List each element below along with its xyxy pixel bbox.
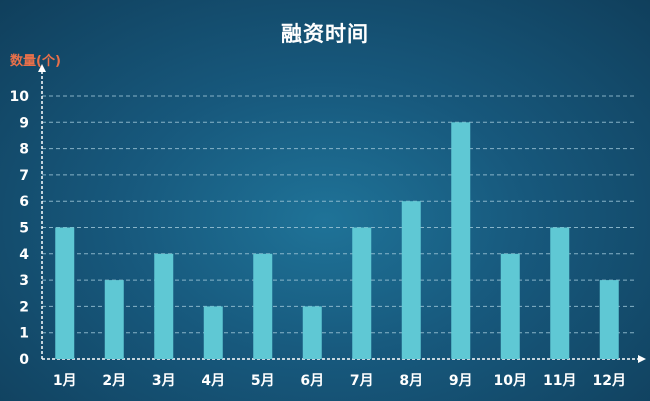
y-tick-label: 1 [19, 326, 29, 342]
x-tick-label: 10月 [494, 373, 527, 389]
bar [104, 280, 124, 359]
x-tick-label: 4月 [201, 373, 225, 389]
y-tick-label: 4 [19, 247, 29, 263]
x-tick-label: 1月 [53, 373, 77, 389]
y-tick-label: 0 [19, 352, 29, 368]
y-axis-arrow-icon [38, 64, 46, 72]
x-tick-label: 5月 [251, 373, 275, 389]
y-tick-label: 10 [10, 89, 30, 105]
y-tick-label: 7 [19, 168, 29, 184]
chart-title: 融资时间 [281, 22, 369, 46]
bar [253, 253, 273, 359]
bar [401, 201, 421, 359]
x-tick-label: 11月 [543, 373, 576, 389]
x-tick-label: 8月 [399, 373, 423, 389]
bar [451, 122, 471, 359]
y-tick-label: 8 [19, 142, 29, 158]
y-axis-label: 数量(个) [10, 54, 61, 69]
y-tick-label: 3 [19, 273, 29, 289]
x-tick-label: 12月 [593, 373, 626, 389]
y-tick-label: 2 [19, 299, 29, 315]
x-tick-label: 3月 [152, 373, 176, 389]
bar [599, 280, 619, 359]
y-tick-label: 6 [19, 194, 29, 210]
bar [302, 306, 322, 359]
x-tick-label: 2月 [102, 373, 126, 389]
y-tick-label: 9 [19, 115, 29, 131]
bar [500, 253, 520, 359]
bar [154, 253, 174, 359]
x-tick-label: 7月 [350, 373, 374, 389]
x-tick-label: 9月 [449, 373, 473, 389]
bar [55, 227, 75, 359]
y-tick-label: 5 [19, 221, 29, 237]
bar [203, 306, 223, 359]
bar [550, 227, 570, 359]
x-tick-label: 6月 [300, 373, 324, 389]
bar [352, 227, 372, 359]
x-axis-arrow-icon [638, 355, 646, 363]
